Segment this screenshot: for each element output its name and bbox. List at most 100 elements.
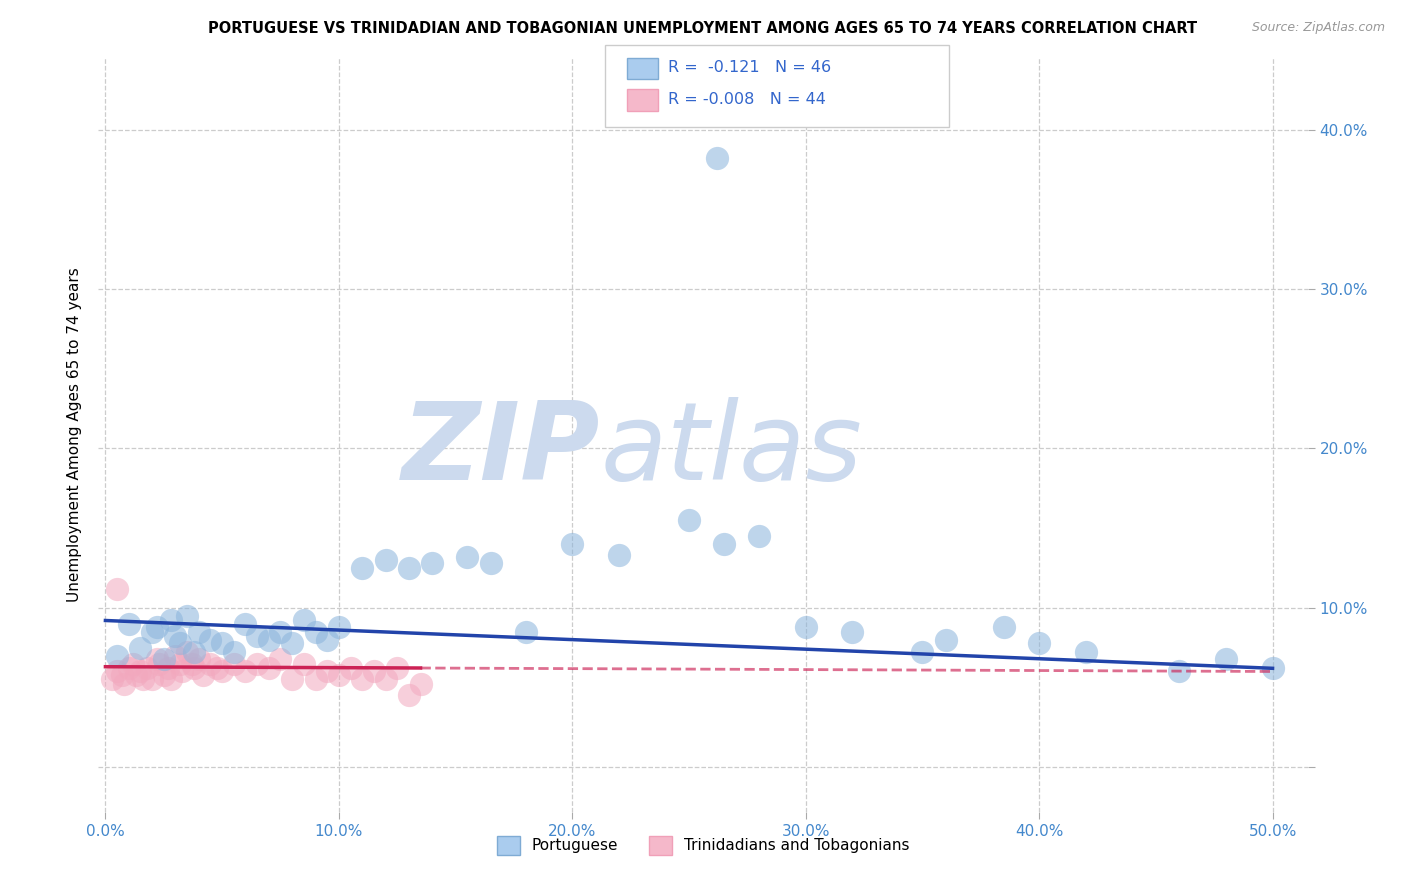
- Point: [180, 657, 202, 671]
- Text: Source: ZipAtlas.com: Source: ZipAtlas.com: [1251, 21, 1385, 34]
- Point: [235, 665, 257, 679]
- Point: [374, 673, 396, 687]
- Point: [157, 661, 180, 675]
- Point: [352, 561, 374, 575]
- Text: R = -0.008   N = 44: R = -0.008 N = 44: [668, 93, 825, 107]
- Point: [935, 632, 957, 647]
- Point: [479, 556, 502, 570]
- Point: [111, 667, 134, 681]
- Point: [292, 614, 315, 628]
- Y-axis label: Unemployment Among Ages 65 to 74 years: Unemployment Among Ages 65 to 74 years: [67, 268, 83, 602]
- Point: [132, 673, 155, 687]
- Point: [187, 624, 209, 639]
- Point: [141, 624, 163, 639]
- Point: [172, 665, 194, 679]
- Text: R =  -0.121   N = 46: R = -0.121 N = 46: [668, 61, 831, 75]
- Point: [281, 636, 304, 650]
- Point: [129, 640, 152, 655]
- Point: [678, 513, 700, 527]
- Point: [1168, 665, 1191, 679]
- Point: [148, 657, 170, 671]
- Point: [1261, 661, 1284, 675]
- Point: [328, 667, 350, 681]
- Point: [222, 645, 245, 659]
- Point: [246, 657, 269, 671]
- Point: [257, 661, 280, 675]
- Point: [187, 651, 209, 665]
- Point: [193, 667, 215, 681]
- Point: [122, 657, 145, 671]
- Point: [269, 624, 291, 639]
- Point: [1074, 645, 1097, 659]
- Point: [363, 665, 385, 679]
- Point: [257, 632, 280, 647]
- Point: [607, 548, 630, 562]
- Point: [561, 537, 583, 551]
- Point: [304, 673, 326, 687]
- Point: [165, 629, 187, 643]
- Point: [420, 556, 443, 570]
- Text: ZIP: ZIP: [402, 397, 600, 503]
- Point: [176, 608, 198, 623]
- Point: [456, 549, 478, 564]
- Point: [165, 648, 187, 663]
- Point: [713, 537, 735, 551]
- Point: [105, 582, 128, 596]
- Point: [118, 616, 141, 631]
- Point: [374, 553, 396, 567]
- Point: [118, 661, 141, 675]
- Point: [235, 616, 257, 631]
- Point: [207, 661, 229, 675]
- Point: [222, 657, 245, 671]
- Point: [176, 645, 198, 659]
- Point: [169, 657, 191, 671]
- Point: [292, 657, 315, 671]
- Point: [281, 673, 304, 687]
- Point: [269, 651, 291, 665]
- Point: [152, 667, 174, 681]
- Point: [993, 620, 1015, 634]
- Point: [398, 689, 420, 703]
- Point: [146, 651, 169, 665]
- Point: [159, 673, 181, 687]
- Point: [136, 661, 159, 675]
- Point: [129, 665, 152, 679]
- Point: [706, 152, 728, 166]
- Point: [141, 673, 163, 687]
- Text: atlas: atlas: [600, 398, 862, 502]
- Point: [316, 665, 339, 679]
- Point: [200, 632, 222, 647]
- Point: [304, 624, 326, 639]
- Text: PORTUGUESE VS TRINIDADIAN AND TOBAGONIAN UNEMPLOYMENT AMONG AGES 65 TO 74 YEARS : PORTUGUESE VS TRINIDADIAN AND TOBAGONIAN…: [208, 21, 1198, 36]
- Point: [515, 624, 537, 639]
- Point: [352, 673, 374, 687]
- Point: [748, 529, 770, 543]
- Point: [105, 665, 128, 679]
- Point: [101, 673, 124, 687]
- Point: [211, 636, 233, 650]
- Point: [125, 667, 148, 681]
- Point: [316, 632, 339, 647]
- Point: [1028, 636, 1050, 650]
- Point: [105, 648, 128, 663]
- Point: [398, 561, 420, 575]
- Point: [246, 629, 269, 643]
- Point: [339, 661, 361, 675]
- Point: [159, 614, 181, 628]
- Point: [1215, 651, 1237, 665]
- Point: [152, 651, 174, 665]
- Point: [183, 645, 205, 659]
- Point: [911, 645, 934, 659]
- Point: [112, 677, 135, 691]
- Point: [328, 620, 350, 634]
- Point: [794, 620, 817, 634]
- Point: [211, 665, 233, 679]
- Point: [183, 661, 205, 675]
- Point: [409, 677, 432, 691]
- Point: [146, 620, 169, 634]
- Point: [200, 657, 222, 671]
- Point: [387, 661, 409, 675]
- Point: [841, 624, 863, 639]
- Point: [169, 636, 191, 650]
- Legend: Portuguese, Trinidadians and Tobagonians: Portuguese, Trinidadians and Tobagonians: [491, 830, 915, 861]
